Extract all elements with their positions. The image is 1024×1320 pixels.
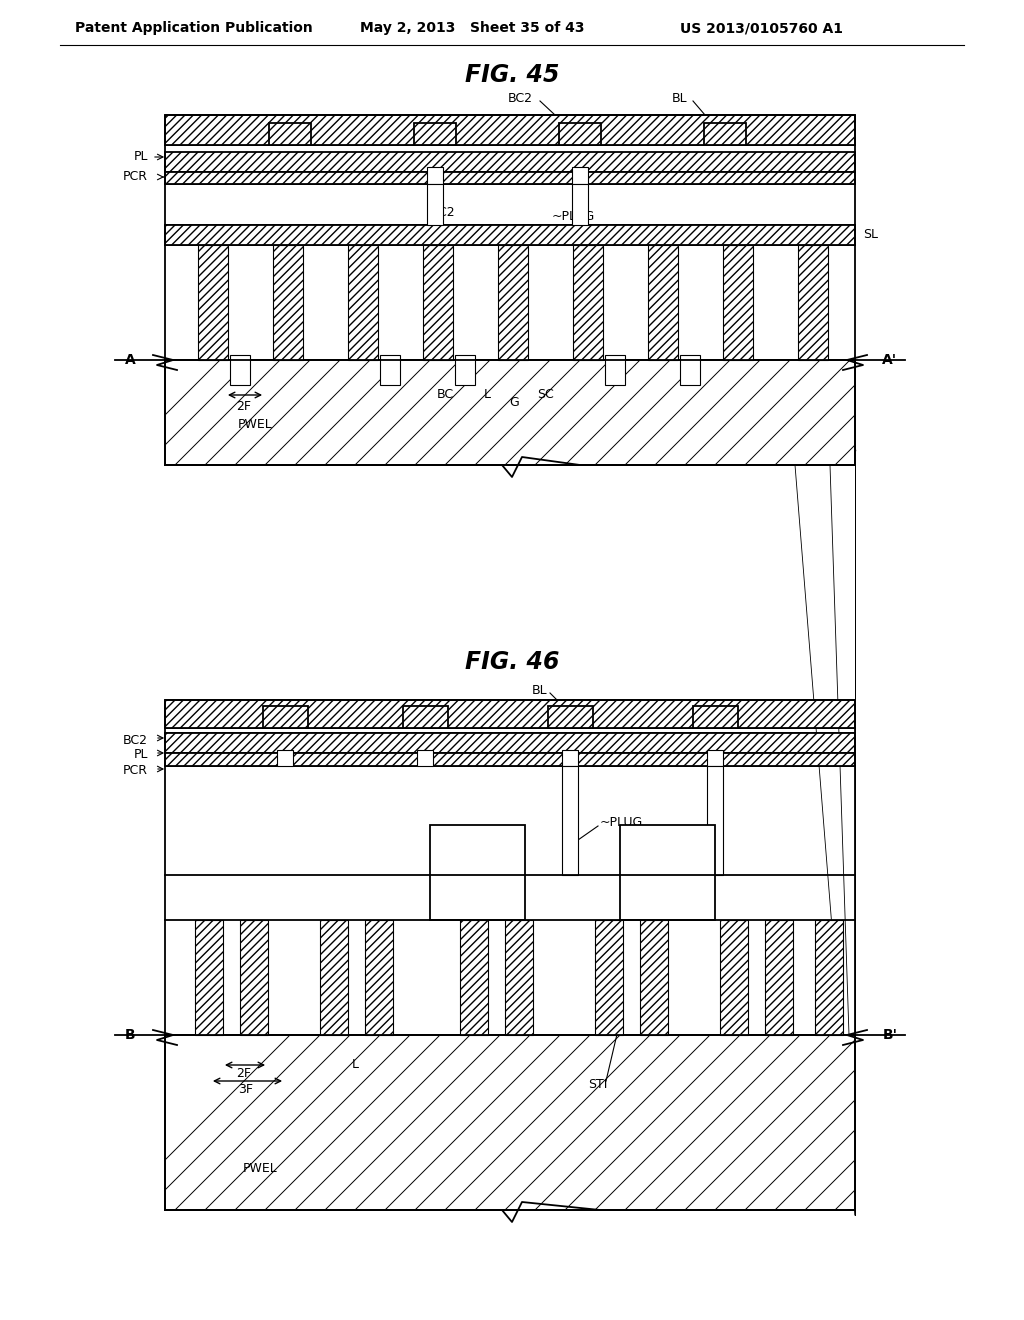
Bar	[278, 750, 293, 766]
Bar	[720, 920, 748, 1035]
Bar	[723, 246, 753, 360]
Bar	[707, 750, 723, 766]
Bar	[165, 752, 855, 766]
Bar	[165, 733, 855, 752]
Text: SC2: SC2	[430, 206, 455, 219]
Text: BL: BL	[672, 91, 688, 104]
Bar	[165, 115, 855, 145]
Bar	[165, 360, 855, 465]
Bar	[348, 246, 378, 360]
Bar	[605, 355, 625, 385]
Bar	[815, 920, 843, 1035]
Text: ~PLUG: ~PLUG	[600, 817, 643, 829]
Bar	[620, 825, 715, 920]
Bar	[417, 750, 433, 766]
Bar	[460, 920, 488, 1035]
Text: 3F: 3F	[239, 1082, 254, 1096]
Text: SL: SL	[632, 854, 647, 866]
Bar	[165, 152, 855, 172]
Bar	[263, 706, 308, 729]
Text: 2F: 2F	[237, 1067, 252, 1080]
Text: PCR: PCR	[123, 170, 148, 183]
Text: PCR: PCR	[123, 763, 148, 776]
Text: BC~: BC~	[455, 854, 482, 866]
Text: BC2: BC2	[123, 734, 148, 747]
Text: PWEL: PWEL	[243, 1162, 278, 1175]
Text: B: B	[125, 1028, 135, 1041]
Bar	[269, 123, 311, 145]
Bar	[573, 246, 603, 360]
Bar	[380, 355, 400, 385]
Text: US 2013/0105760 A1: US 2013/0105760 A1	[680, 21, 843, 36]
Bar	[707, 766, 723, 875]
Bar	[559, 123, 601, 145]
Text: G: G	[509, 396, 519, 409]
Text: PWEL: PWEL	[238, 418, 272, 432]
Bar	[572, 183, 588, 224]
Text: BC: BC	[436, 388, 454, 401]
Text: FIG. 46: FIG. 46	[465, 649, 559, 675]
Text: Patent Application Publication: Patent Application Publication	[75, 21, 312, 36]
Bar	[427, 168, 443, 183]
Text: L: L	[483, 388, 490, 401]
Text: A': A'	[883, 352, 898, 367]
Text: SL: SL	[863, 228, 878, 242]
Bar	[165, 1035, 855, 1210]
Bar	[165, 172, 855, 183]
Text: SC: SC	[537, 388, 553, 401]
Text: A: A	[125, 352, 135, 367]
Bar	[427, 183, 443, 224]
Bar	[198, 246, 228, 360]
Bar	[505, 920, 534, 1035]
Bar	[240, 920, 268, 1035]
Bar	[648, 246, 678, 360]
Bar	[693, 706, 738, 729]
Bar	[430, 825, 525, 920]
Bar	[423, 246, 453, 360]
Bar	[562, 750, 578, 766]
Bar	[230, 355, 250, 385]
Bar	[548, 706, 593, 729]
Bar	[319, 920, 348, 1035]
Bar	[455, 355, 475, 385]
Bar	[273, 246, 303, 360]
Bar	[765, 920, 793, 1035]
Bar	[705, 123, 746, 145]
Bar	[595, 920, 623, 1035]
Bar	[403, 706, 449, 729]
Bar	[640, 920, 668, 1035]
Bar	[365, 920, 393, 1035]
Bar	[680, 355, 700, 385]
Bar	[165, 224, 855, 246]
Bar	[498, 246, 528, 360]
Text: STI: STI	[589, 1078, 607, 1092]
Text: 2F: 2F	[237, 400, 252, 413]
Text: B': B'	[883, 1028, 897, 1041]
Text: ~PLUG: ~PLUG	[552, 210, 595, 223]
Text: BC2: BC2	[508, 91, 532, 104]
Text: PL: PL	[133, 747, 148, 760]
Bar	[165, 360, 855, 465]
Bar	[165, 700, 855, 729]
Bar	[562, 766, 578, 875]
Bar	[414, 123, 456, 145]
Text: FIG. 45: FIG. 45	[465, 63, 559, 87]
Text: PL: PL	[133, 150, 148, 164]
Text: L: L	[351, 1059, 358, 1072]
Bar	[572, 168, 588, 183]
Text: BL: BL	[532, 684, 548, 697]
Bar	[195, 920, 223, 1035]
Text: May 2, 2013   Sheet 35 of 43: May 2, 2013 Sheet 35 of 43	[360, 21, 585, 36]
Bar	[798, 246, 828, 360]
